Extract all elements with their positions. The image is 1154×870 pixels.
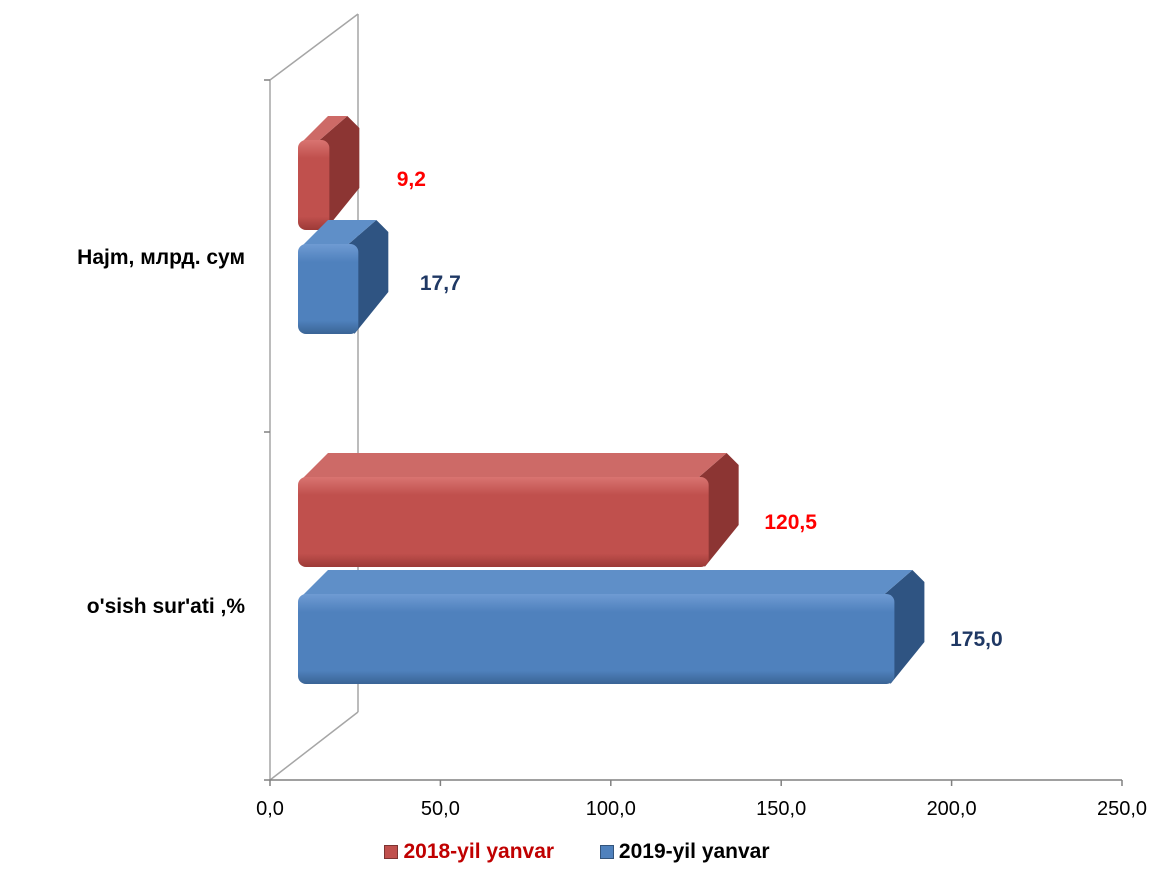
bar-2018 (298, 116, 360, 230)
bar-2019 (298, 570, 925, 684)
x-tick-label: 200,0 (927, 798, 977, 820)
left-wall-top-edge (269, 13, 359, 81)
floor-edge (269, 711, 359, 781)
bar-2019 (298, 220, 389, 334)
x-tick-label: 250,0 (1097, 798, 1147, 820)
legend-swatch-2019 (599, 845, 614, 859)
legend-label-2018: 2018-yil yanvar (403, 840, 555, 863)
x-tick-label: 0,0 (256, 798, 284, 820)
data-label: 17,7 (420, 272, 461, 295)
plot-area (298, 116, 925, 684)
legend-item-2018: 2018-yil yanvar (384, 840, 554, 864)
category-label: Hajm, млрд. сум (77, 246, 245, 269)
x-tick-label: 150,0 (756, 798, 806, 820)
legend-item-2019: 2019-yil yanvar (599, 840, 770, 864)
category-label: o'sish sur'ati ,% (87, 595, 246, 618)
legend: 2018-yil yanvar 2019-yil yanvar (0, 840, 1154, 865)
legend-label-2019: 2019-yil yanvar (618, 840, 770, 863)
legend-swatch-2018 (384, 845, 399, 859)
x-tick-label: 100,0 (586, 798, 636, 820)
data-label: 175,0 (950, 628, 1003, 651)
bar-2018 (298, 453, 739, 567)
labels: Hajm, млрд. сум 9,2 17,7 o'sish sur'ati ,% 1… (77, 168, 1003, 651)
x-axis: 0,0 50,0 100,0 150,0 200,0 250,0 (256, 779, 1147, 820)
x-tick-label: 50,0 (421, 798, 460, 820)
data-label: 120,5 (764, 511, 817, 534)
data-label: 9,2 (397, 168, 426, 191)
